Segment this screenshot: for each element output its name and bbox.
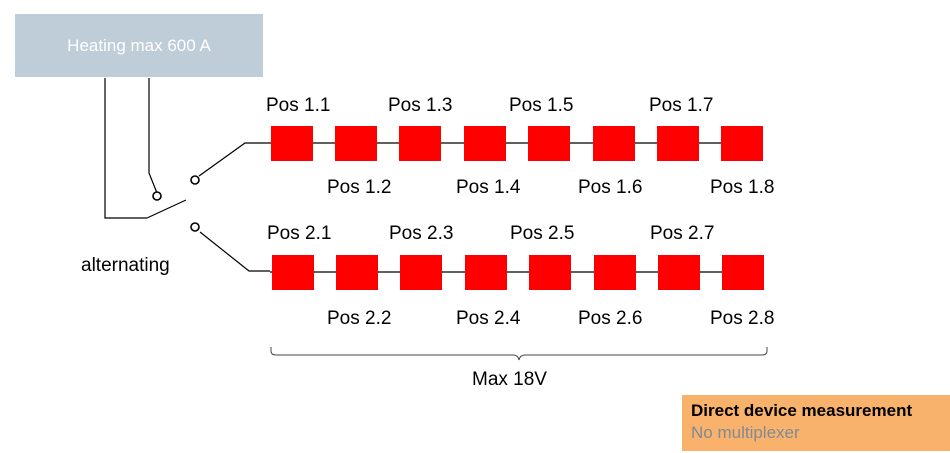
position-label-1-7: Pos 1.7 xyxy=(649,95,713,116)
heater-element-1-4 xyxy=(464,126,506,161)
position-label-1-3: Pos 1.3 xyxy=(388,95,452,116)
position-label-2-3: Pos 2.3 xyxy=(389,223,453,244)
position-label-2-2: Pos 2.2 xyxy=(327,308,391,329)
switch-contact-row-2 xyxy=(190,222,200,232)
position-label-2-6: Pos 2.6 xyxy=(578,308,642,329)
position-label-1-8: Pos 1.8 xyxy=(710,177,774,198)
heater-element-2-2 xyxy=(336,255,378,290)
heater-element-2-7 xyxy=(658,255,700,290)
voltage-limit-label: Max 18V xyxy=(472,369,547,390)
position-label-1-4: Pos 1.4 xyxy=(456,177,521,198)
position-label-2-8: Pos 2.8 xyxy=(710,308,774,329)
heater-row-1: Pos 1.1 Pos 1.3 Pos 1.5 Pos 1.7 Pos 1.2 … xyxy=(266,95,774,198)
heater-element-1-7 xyxy=(657,126,699,161)
position-label-2-7: Pos 2.7 xyxy=(650,223,714,244)
switch-contact-row-1 xyxy=(190,175,200,185)
feed-wire-left xyxy=(104,78,147,219)
heater-element-1-8 xyxy=(721,126,763,161)
heating-source-box: Heating max 600 A xyxy=(15,14,263,77)
voltage-brace xyxy=(270,347,768,361)
position-label-1-2: Pos 1.2 xyxy=(327,177,391,198)
position-label-2-1: Pos 2.1 xyxy=(267,223,331,244)
output-wire-row-2 xyxy=(199,231,270,272)
switch-blade xyxy=(146,199,187,219)
position-label-2-4: Pos 2.4 xyxy=(456,308,521,329)
heater-element-1-6 xyxy=(593,126,635,161)
heater-element-1-5 xyxy=(528,126,570,161)
heater-element-1-3 xyxy=(399,126,441,161)
heater-element-2-5 xyxy=(529,255,571,290)
measurement-note-subtitle: No multiplexer xyxy=(691,423,800,442)
feed-wire-right xyxy=(148,78,158,194)
heater-row-2: Pos 2.1 Pos 2.3 Pos 2.5 Pos 2.7 Pos 2.2 … xyxy=(267,223,774,329)
position-label-2-5: Pos 2.5 xyxy=(510,223,574,244)
heater-element-2-4 xyxy=(465,255,507,290)
switch-pivot-contact xyxy=(152,191,162,201)
heater-element-1-2 xyxy=(335,126,377,161)
position-label-1-6: Pos 1.6 xyxy=(578,177,642,198)
heater-element-2-8 xyxy=(722,255,764,290)
measurement-note-title: Direct device measurement xyxy=(691,401,913,420)
switch-mode-label: alternating xyxy=(81,255,170,276)
measurement-note-box: Direct device measurement No multiplexer xyxy=(682,395,950,451)
position-label-1-1: Pos 1.1 xyxy=(266,95,330,116)
position-label-1-5: Pos 1.5 xyxy=(509,95,573,116)
heater-element-2-3 xyxy=(400,255,442,290)
output-wire-row-1 xyxy=(198,142,270,177)
heater-element-2-1 xyxy=(272,255,314,290)
heater-element-1-1 xyxy=(271,126,313,161)
heating-source-label: Heating max 600 A xyxy=(67,35,211,55)
heater-element-2-6 xyxy=(594,255,636,290)
